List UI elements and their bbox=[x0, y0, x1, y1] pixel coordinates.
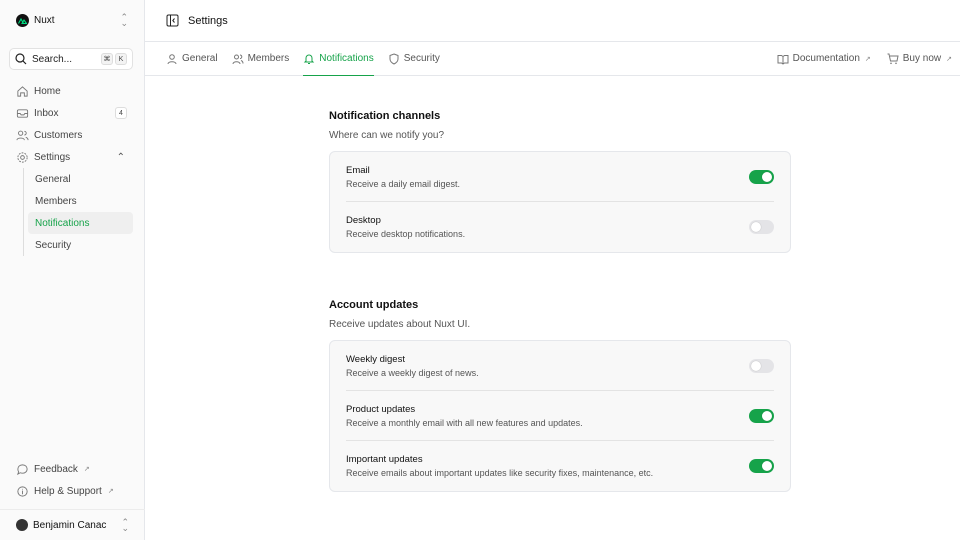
external-link-icon: ↗ bbox=[864, 55, 871, 63]
important-updates-toggle[interactable] bbox=[749, 459, 774, 473]
email-toggle[interactable] bbox=[749, 169, 774, 184]
tab-security[interactable]: Security bbox=[388, 42, 440, 75]
link-label: Buy now bbox=[902, 53, 942, 64]
notification-channels-section: Notification channels Where can we notif… bbox=[329, 110, 791, 253]
book-icon bbox=[777, 54, 789, 65]
sidebar-nav: Home Inbox 4 Customers Settings ⌃ General … bbox=[9, 80, 133, 256]
shield-icon bbox=[389, 52, 399, 65]
search-icon bbox=[15, 53, 27, 65]
sidebar-item-inbox[interactable]: Inbox 4 bbox=[9, 102, 133, 124]
settings-card: Weekly digest Receive a weekly digest of … bbox=[329, 340, 791, 492]
section-description: Where can we notify you? bbox=[329, 130, 445, 141]
sidebar-subitem-security[interactable]: Security bbox=[35, 239, 72, 251]
sidebar-item-label: Inbox bbox=[34, 107, 59, 119]
account-updates-section: Account updates Receive updates about Nu… bbox=[329, 299, 791, 492]
team-switcher[interactable]: Nuxt ⌃ ⌄ bbox=[16, 12, 128, 28]
sidebar-subitem-general[interactable]: General bbox=[35, 173, 71, 185]
setting-row-desktop: Desktop Receive desktop notifications. bbox=[346, 202, 774, 252]
setting-row-product-updates: Product updates Receive a monthly email w… bbox=[346, 391, 774, 441]
tab-general[interactable]: General bbox=[166, 42, 218, 75]
page-title: Settings bbox=[188, 14, 228, 27]
collapse-sidebar-icon[interactable] bbox=[166, 14, 179, 27]
sidebar-subitem-members[interactable]: Members bbox=[35, 195, 77, 207]
gear-icon bbox=[17, 151, 28, 163]
settings-tabs: General Members Notifications Security D… bbox=[145, 42, 960, 76]
sidebar-footer-links: Feedback ↗ Help & Support ↗ bbox=[9, 458, 133, 502]
section-title: Account updates bbox=[329, 299, 419, 311]
setting-description: Receive a monthly email with all new fea… bbox=[346, 417, 583, 428]
user-name: Benjamin Canac bbox=[33, 519, 107, 531]
desktop-toggle[interactable] bbox=[749, 220, 774, 234]
info-icon bbox=[17, 485, 28, 497]
help-label: Help & Support bbox=[34, 485, 102, 497]
tab-members[interactable]: Members bbox=[232, 42, 290, 75]
search-placeholder: Search... bbox=[32, 53, 73, 65]
users-icon bbox=[16, 130, 29, 140]
kbd-meta: ⌘ bbox=[101, 53, 113, 65]
setting-label: Product updates bbox=[346, 403, 416, 415]
tab-notifications[interactable]: Notifications bbox=[303, 42, 375, 76]
help-support-link[interactable]: Help & Support ↗ bbox=[9, 480, 133, 502]
setting-row-email: Email Receive a daily email digest. bbox=[346, 152, 774, 202]
external-link-icon: ↗ bbox=[946, 55, 952, 63]
feedback-link[interactable]: Feedback ↗ bbox=[9, 458, 133, 480]
setting-description: Receive a weekly digest of news. bbox=[346, 367, 479, 378]
sidebar-item-settings[interactable]: Settings ⌃ bbox=[9, 146, 133, 168]
inbox-icon bbox=[16, 108, 29, 118]
setting-description: Receive a daily email digest. bbox=[346, 178, 461, 189]
setting-description: Receive emails about important updates l… bbox=[346, 468, 654, 478]
sidebar-item-customers[interactable]: Customers bbox=[9, 124, 133, 146]
inbox-count-badge: 4 bbox=[115, 107, 127, 119]
tab-label: Members bbox=[247, 53, 290, 64]
setting-label: Email bbox=[346, 164, 370, 176]
section-title: Notification channels bbox=[329, 110, 441, 122]
page-header: Settings bbox=[145, 0, 960, 42]
buy-now-link[interactable]: Buy now ↗ bbox=[887, 42, 952, 75]
setting-description: Receive desktop notifications. bbox=[346, 229, 466, 239]
users-icon bbox=[232, 54, 244, 64]
sidebar: Nuxt ⌃ ⌄ Search... ⌘ K Home Inbox 4 Custome… bbox=[0, 0, 145, 540]
settings-card: Email Receive a daily email digest. Deskt… bbox=[329, 151, 791, 253]
weekly-digest-toggle[interactable] bbox=[749, 358, 774, 373]
team-name: Nuxt bbox=[34, 14, 55, 26]
external-link-icon: ↗ bbox=[83, 466, 90, 473]
setting-row-important-updates: Important updates Receive emails about im… bbox=[346, 441, 774, 491]
kbd-k: K bbox=[115, 53, 127, 65]
sidebar-item-label: Customers bbox=[34, 129, 83, 141]
sidebar-subitem-notifications[interactable]: Notifications bbox=[28, 212, 133, 234]
sidebar-item-label: Home bbox=[34, 85, 61, 97]
documentation-link[interactable]: Documentation ↗ bbox=[777, 42, 871, 75]
home-icon bbox=[17, 85, 28, 97]
cart-icon bbox=[887, 53, 899, 64]
tab-label: Security bbox=[403, 53, 440, 64]
setting-label: Desktop bbox=[346, 215, 381, 226]
tab-label: Notifications bbox=[319, 53, 374, 64]
user-icon bbox=[167, 53, 177, 64]
chevron-up-icon: ⌃ bbox=[116, 151, 125, 163]
user-menu[interactable]: Benjamin Canac ⌃ ⌄ bbox=[0, 509, 145, 540]
avatar bbox=[16, 519, 28, 531]
chevron-up-down-icon: ⌃ ⌄ bbox=[121, 517, 129, 533]
sidebar-item-home[interactable]: Home bbox=[9, 80, 133, 102]
setting-label: Weekly digest bbox=[346, 353, 405, 365]
bell-icon bbox=[304, 54, 315, 64]
feedback-label: Feedback bbox=[34, 463, 78, 475]
sidebar-item-label: Settings bbox=[34, 151, 71, 163]
setting-row-weekly-digest: Weekly digest Receive a weekly digest of … bbox=[346, 341, 774, 391]
link-label: Documentation bbox=[792, 53, 860, 64]
external-link-icon: ↗ bbox=[107, 488, 114, 495]
chevron-up-down-icon: ⌃ ⌄ bbox=[120, 12, 128, 28]
nuxt-logo-icon bbox=[16, 13, 29, 27]
chat-icon bbox=[17, 463, 28, 475]
tab-label: General bbox=[182, 53, 218, 64]
settings-submenu: General Members Notifications Security bbox=[23, 168, 133, 256]
setting-label: Important updates bbox=[346, 454, 423, 465]
search-button[interactable]: Search... ⌘ K bbox=[9, 48, 133, 70]
section-description: Receive updates about Nuxt UI. bbox=[329, 319, 471, 330]
product-updates-toggle[interactable] bbox=[749, 408, 774, 423]
